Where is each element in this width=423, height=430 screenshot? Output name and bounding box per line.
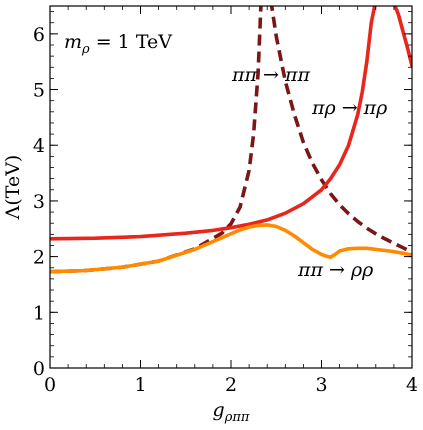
x-tick-label: 2 bbox=[225, 374, 237, 396]
y-tick-label: 5 bbox=[33, 80, 45, 102]
y-tick-label: 2 bbox=[33, 247, 45, 269]
y-axis-label: Λ(TeV) bbox=[2, 155, 24, 221]
x-tick-label: 1 bbox=[134, 374, 146, 396]
ticks-layer: 0 1 2 3 4 0 1 2 3 4 5 6 bbox=[33, 6, 418, 396]
plot-frame bbox=[49, 5, 413, 369]
x-tick-label: 3 bbox=[315, 374, 327, 396]
annotation-pipi-pipi: ππ → ππ bbox=[231, 64, 310, 86]
series-layer bbox=[50, 6, 412, 274]
series-line-2 bbox=[50, 223, 412, 274]
annotation-mass: mρ = 1 TeV bbox=[64, 31, 172, 57]
x-tick-label: 0 bbox=[44, 374, 56, 396]
series-line-1 bbox=[50, 6, 412, 241]
y-tick-label: 6 bbox=[33, 24, 45, 46]
y-tick-label: 1 bbox=[33, 302, 45, 324]
annotation-pirho-pirho: πρ → πρ bbox=[311, 97, 388, 119]
y-tick-label: 3 bbox=[33, 191, 45, 213]
y-tick-label: 4 bbox=[33, 135, 45, 157]
series-line-0 bbox=[50, 6, 412, 274]
y-tick-label: 0 bbox=[33, 358, 45, 380]
x-axis-label: gρππ bbox=[213, 399, 250, 425]
x-tick-label: 4 bbox=[406, 374, 418, 396]
annotation-pipi-rhorho: ππ → ρρ bbox=[297, 259, 374, 281]
